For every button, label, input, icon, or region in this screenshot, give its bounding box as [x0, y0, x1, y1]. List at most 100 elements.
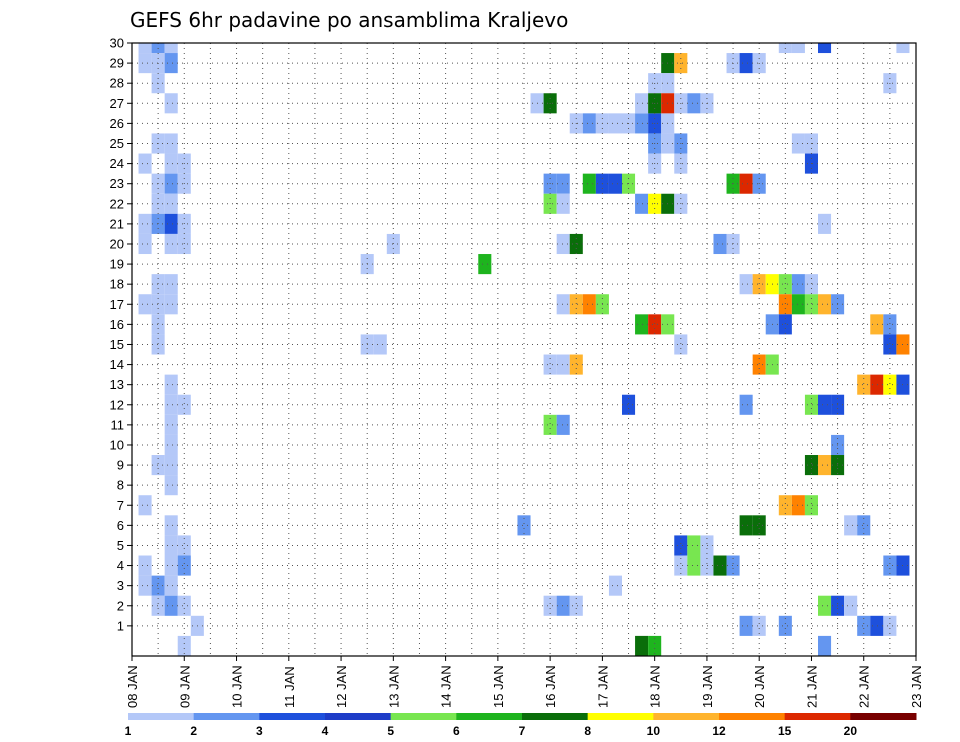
heat-cell: [700, 555, 714, 576]
heat-cell: [543, 354, 557, 375]
cells-layer: [138, 43, 910, 656]
heat-cell: [778, 615, 792, 636]
x-tick-label: 11 JAN: [282, 666, 297, 708]
heat-cell: [883, 314, 897, 335]
x-tick-label: 19 JAN: [700, 665, 715, 708]
heat-cell: [556, 173, 570, 194]
heat-cell: [818, 294, 832, 315]
heat-cell: [778, 274, 792, 295]
heat-cell: [608, 575, 622, 596]
y-tick-label: 17: [110, 297, 124, 312]
heat-cell: [138, 575, 152, 596]
x-tick-label: 15 JAN: [491, 665, 506, 708]
heat-cell: [177, 555, 191, 576]
heat-cell: [151, 294, 165, 315]
y-tick-label: 18: [110, 277, 124, 292]
y-tick-label: 26: [110, 116, 124, 131]
heat-cell: [164, 274, 178, 295]
heat-cell: [569, 354, 583, 375]
heat-cell: [778, 314, 792, 335]
heat-cell: [752, 274, 766, 295]
y-tick-label: 28: [110, 76, 124, 91]
heat-cell: [883, 374, 897, 395]
heat-cell: [674, 535, 688, 556]
heat-cell: [752, 515, 766, 536]
legend-swatch: [587, 713, 654, 720]
y-tick-label: 25: [110, 136, 124, 151]
legend-label: 6: [453, 724, 460, 738]
heat-cell: [151, 334, 165, 355]
heat-cell: [818, 595, 832, 616]
y-tick-label: 19: [110, 257, 124, 272]
heat-cell: [818, 394, 832, 415]
legend-label: 2: [190, 724, 197, 738]
y-tick-label: 5: [117, 538, 124, 553]
y-tick-label: 11: [111, 417, 125, 432]
heat-cell: [791, 274, 805, 295]
heat-cell: [870, 314, 884, 335]
heat-cell: [700, 535, 714, 556]
legend-label: 1: [125, 724, 132, 738]
heat-cell: [177, 635, 191, 656]
heat-cell: [804, 394, 818, 415]
heat-cell: [752, 354, 766, 375]
y-tick-label: 3: [117, 578, 124, 593]
heat-cell: [791, 133, 805, 154]
heat-cell: [373, 334, 387, 355]
heat-cell: [648, 635, 662, 656]
legend-label: 20: [844, 724, 858, 738]
heat-cell: [177, 595, 191, 616]
x-tick-label: 17 JAN: [595, 665, 610, 708]
heat-cell: [556, 193, 570, 214]
heat-cell: [857, 615, 871, 636]
y-tick-label: 13: [110, 377, 124, 392]
legend-swatch: [653, 713, 720, 720]
heat-cell: [622, 394, 636, 415]
y-tick-label: 14: [110, 357, 124, 372]
y-tick-label: 29: [110, 56, 124, 71]
heat-cell: [151, 575, 165, 596]
heat-cell: [635, 93, 649, 114]
heat-cell: [151, 274, 165, 295]
heat-cell: [739, 53, 753, 74]
heat-cell: [857, 374, 871, 395]
heat-cell: [164, 153, 178, 174]
heat-cell: [164, 294, 178, 315]
y-tick-label: 1: [117, 618, 124, 633]
heat-cell: [791, 43, 805, 54]
y-tick-label: 8: [117, 478, 124, 493]
legend-swatch: [719, 713, 786, 720]
heat-cell: [804, 495, 818, 516]
x-tick-label: 20 JAN: [752, 665, 767, 708]
heat-cell: [713, 233, 727, 255]
heat-cell: [804, 294, 818, 315]
chart-title: GEFS 6hr padavine po ansamblima Kraljevo: [130, 8, 568, 32]
heat-cell: [543, 414, 557, 435]
heat-cell: [138, 294, 152, 315]
heat-cell: [177, 535, 191, 556]
heat-cell: [870, 615, 884, 636]
heat-cell: [164, 434, 178, 456]
grid-layer: [132, 42, 916, 656]
y-tick-label: 20: [110, 236, 124, 251]
legend-label: 12: [712, 724, 726, 738]
y-tick-label: 15: [110, 337, 124, 352]
heat-cell: [635, 635, 649, 656]
y-tick-label: 12: [110, 397, 124, 412]
heat-cell: [739, 615, 753, 636]
heat-cell: [739, 515, 753, 536]
heat-cell: [138, 153, 152, 174]
heat-cell: [517, 515, 531, 536]
heat-cell: [164, 133, 178, 154]
y-tick-label: 23: [110, 176, 124, 191]
x-tick-label: 08 JAN: [125, 665, 140, 708]
heat-cell: [778, 294, 792, 315]
heat-cell: [138, 233, 152, 255]
heat-cell: [844, 595, 858, 616]
heat-cell: [713, 555, 727, 576]
y-tick-label: 2: [117, 598, 124, 613]
y-tick-label: 7: [117, 498, 124, 513]
x-tick-label: 22 JAN: [857, 665, 872, 708]
heat-cell: [804, 455, 818, 476]
